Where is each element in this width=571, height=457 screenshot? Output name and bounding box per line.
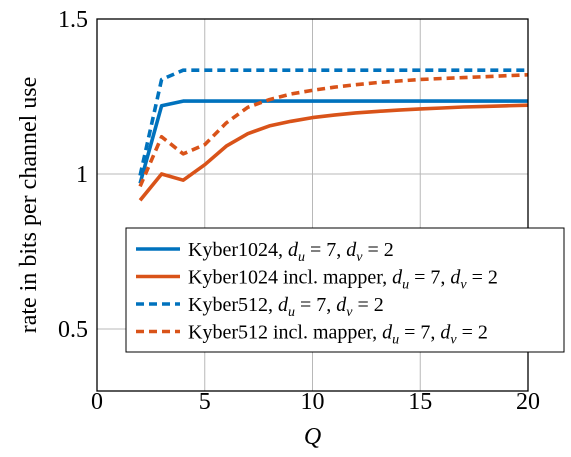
x-axis-label: Q — [304, 424, 321, 450]
x-tick-labels: 0 5 10 15 20 — [91, 389, 540, 415]
legend-entry: Kyber512, du = 7, dv = 2 — [188, 294, 384, 320]
x-tick-label: 10 — [301, 389, 325, 415]
legend-box — [125, 227, 565, 353]
x-tick-label: 20 — [516, 389, 540, 415]
y-axis-label: rate in bits per channel use — [16, 77, 42, 334]
y-tick-label: 0.5 — [58, 317, 88, 343]
x-tick-label: 15 — [408, 389, 432, 415]
x-tick-label: 5 — [199, 389, 211, 415]
y-tick-labels: 0.5 1 1.5 — [58, 7, 88, 343]
series-line — [138, 103, 529, 202]
series-line — [138, 68, 528, 176]
y-tick-label: 1.5 — [58, 7, 88, 33]
y-tick-label: 1 — [76, 162, 88, 188]
legend-entry: Kyber1024, du = 7, dv = 2 — [188, 239, 394, 265]
plot-frame — [96, 18, 529, 392]
x-tick-label: 0 — [91, 389, 103, 415]
legend-entry: Kyber1024 incl. mapper, du = 7, dv = 2 — [188, 267, 498, 293]
legend-entry: Kyber512 incl. mapper, du = 7, dv = 2 — [188, 322, 488, 348]
series-layer — [138, 68, 529, 202]
series-line — [138, 73, 529, 188]
series-line — [138, 99, 528, 184]
